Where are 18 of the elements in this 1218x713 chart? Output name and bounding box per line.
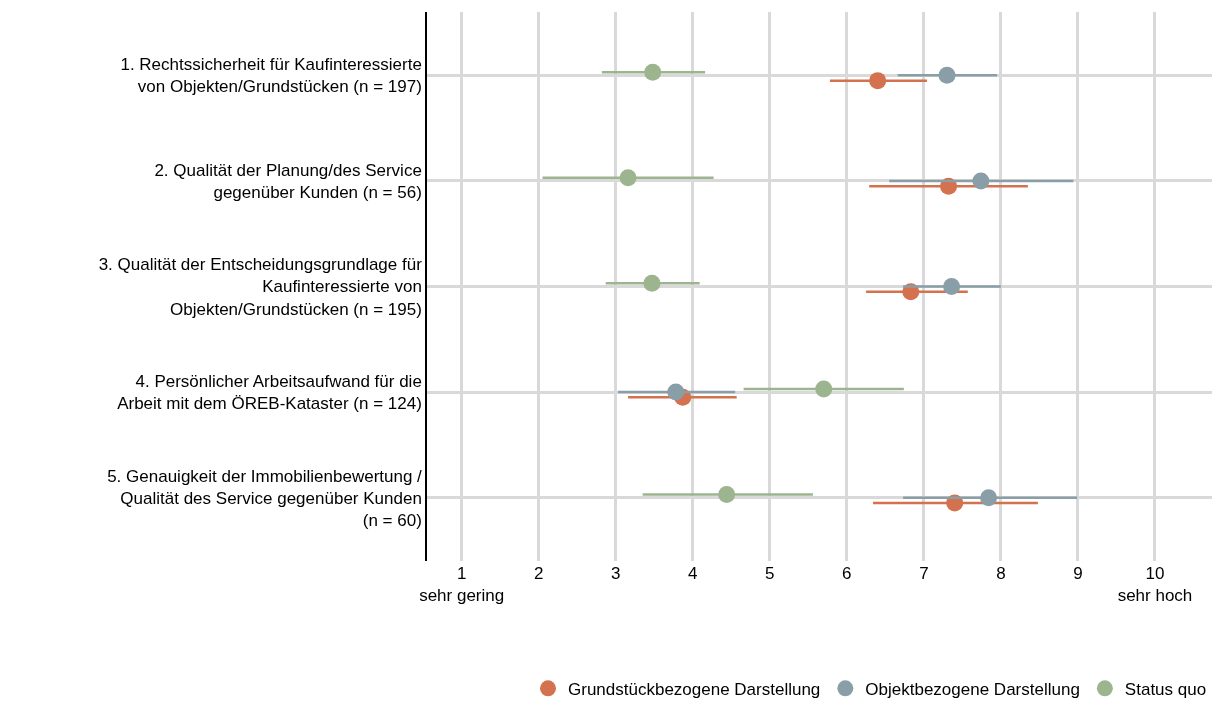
legend-label: Objektbezogene Darstellung — [865, 679, 1080, 699]
y-tick-label: 2. Qualität der Planung/des Service gegenüber Kunden (n = 56) — [154, 160, 422, 202]
y-tick-label: 4. Persönlicher Arbeitsaufwand für die Arbeit mit dem ÖREB-Kataster (n = 124) — [117, 371, 422, 414]
x-tick-label: 6 — [842, 564, 852, 583]
x-tick-label: 9 — [1073, 564, 1083, 583]
x-tick-label: 5 — [765, 564, 775, 583]
x-tick-label: 3 — [611, 564, 621, 583]
legend-label: Status quo — [1124, 679, 1207, 699]
x-tick-label: 4 — [688, 564, 698, 583]
y-tick-label: 1. Rechtssicherheit für Kaufinteressierte von Objekten/Grundstücken (n = 197) — [120, 55, 422, 97]
y-tick-label: 3. Qualität der Entscheidungsgrundlage für Kaufinteressierte von Objekten/Grundstücken (n = 195) — [98, 255, 423, 319]
x-tick-label: 8 — [996, 564, 1006, 583]
x-tick-label: 2 — [533, 564, 544, 583]
legend-label: Grundstückbezogene Darstellung — [568, 679, 821, 699]
y-tick-label: 5. Genauigkeit der Immobilienbewertung / Qualität des Service gegenüber Kunden (n = 60) — [107, 466, 423, 530]
x-tick-label: 10 sehr hoch — [1117, 564, 1193, 606]
x-tick-label: 1 sehr gering — [419, 564, 505, 606]
x-tick-label: 7 — [919, 564, 929, 583]
